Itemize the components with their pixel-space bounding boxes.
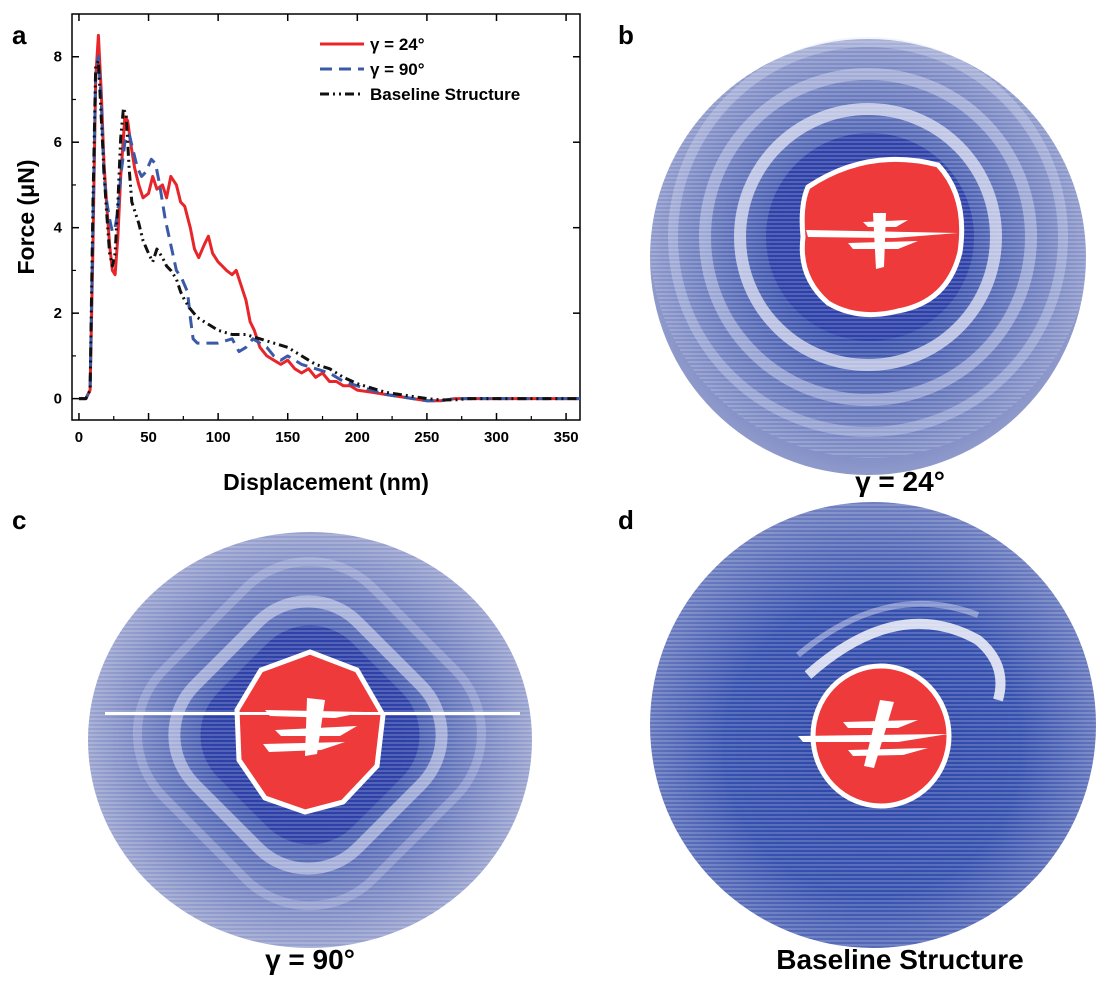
fracture-map-gamma90	[88, 532, 532, 948]
series-line-2	[79, 55, 580, 403]
x-tick-label: 100	[206, 429, 231, 446]
panel-label-d: d	[618, 505, 634, 535]
y-tick-label: 0	[54, 391, 62, 408]
panel-label-b: b	[618, 20, 634, 50]
legend-label-1: γ = 24°	[370, 35, 425, 54]
x-tick-label: 150	[275, 429, 300, 446]
x-tick-label: 300	[484, 429, 509, 446]
series-line-3	[79, 59, 580, 402]
x-tick-label: 350	[554, 429, 579, 446]
panel-label-c: c	[12, 505, 27, 535]
legend-label-2: γ = 90°	[370, 60, 425, 79]
plot-frame	[71, 13, 581, 421]
caption-gamma90: γ = 90°	[265, 944, 355, 975]
x-tick-label: 50	[140, 429, 157, 446]
y-tick-label: 6	[54, 134, 62, 151]
x-tick-label: 200	[345, 429, 370, 446]
y-tick-label: 8	[54, 49, 62, 66]
panel-label-a: a	[12, 20, 27, 50]
x-tick-label: 0	[75, 429, 83, 446]
caption-baseline: Baseline Structure	[776, 944, 1024, 975]
fracture-map-baseline	[650, 502, 1096, 948]
y-axis-label: Force (μN)	[13, 159, 39, 274]
x-axis-label: Displacement (nm)	[223, 469, 429, 495]
legend-label-3: Baseline Structure	[370, 85, 520, 104]
y-tick-label: 2	[54, 305, 62, 322]
fracture-map-gamma24	[649, 37, 1088, 475]
caption-gamma24: γ = 24°	[855, 466, 945, 497]
x-tick-label: 250	[414, 429, 439, 446]
series-line-1	[79, 33, 580, 403]
force-displacement-chart: 0 50 100 150 200 250 300 350 0 2 4 6 8 Displacement (…	[13, 13, 581, 495]
y-tick-label: 4	[54, 220, 63, 237]
